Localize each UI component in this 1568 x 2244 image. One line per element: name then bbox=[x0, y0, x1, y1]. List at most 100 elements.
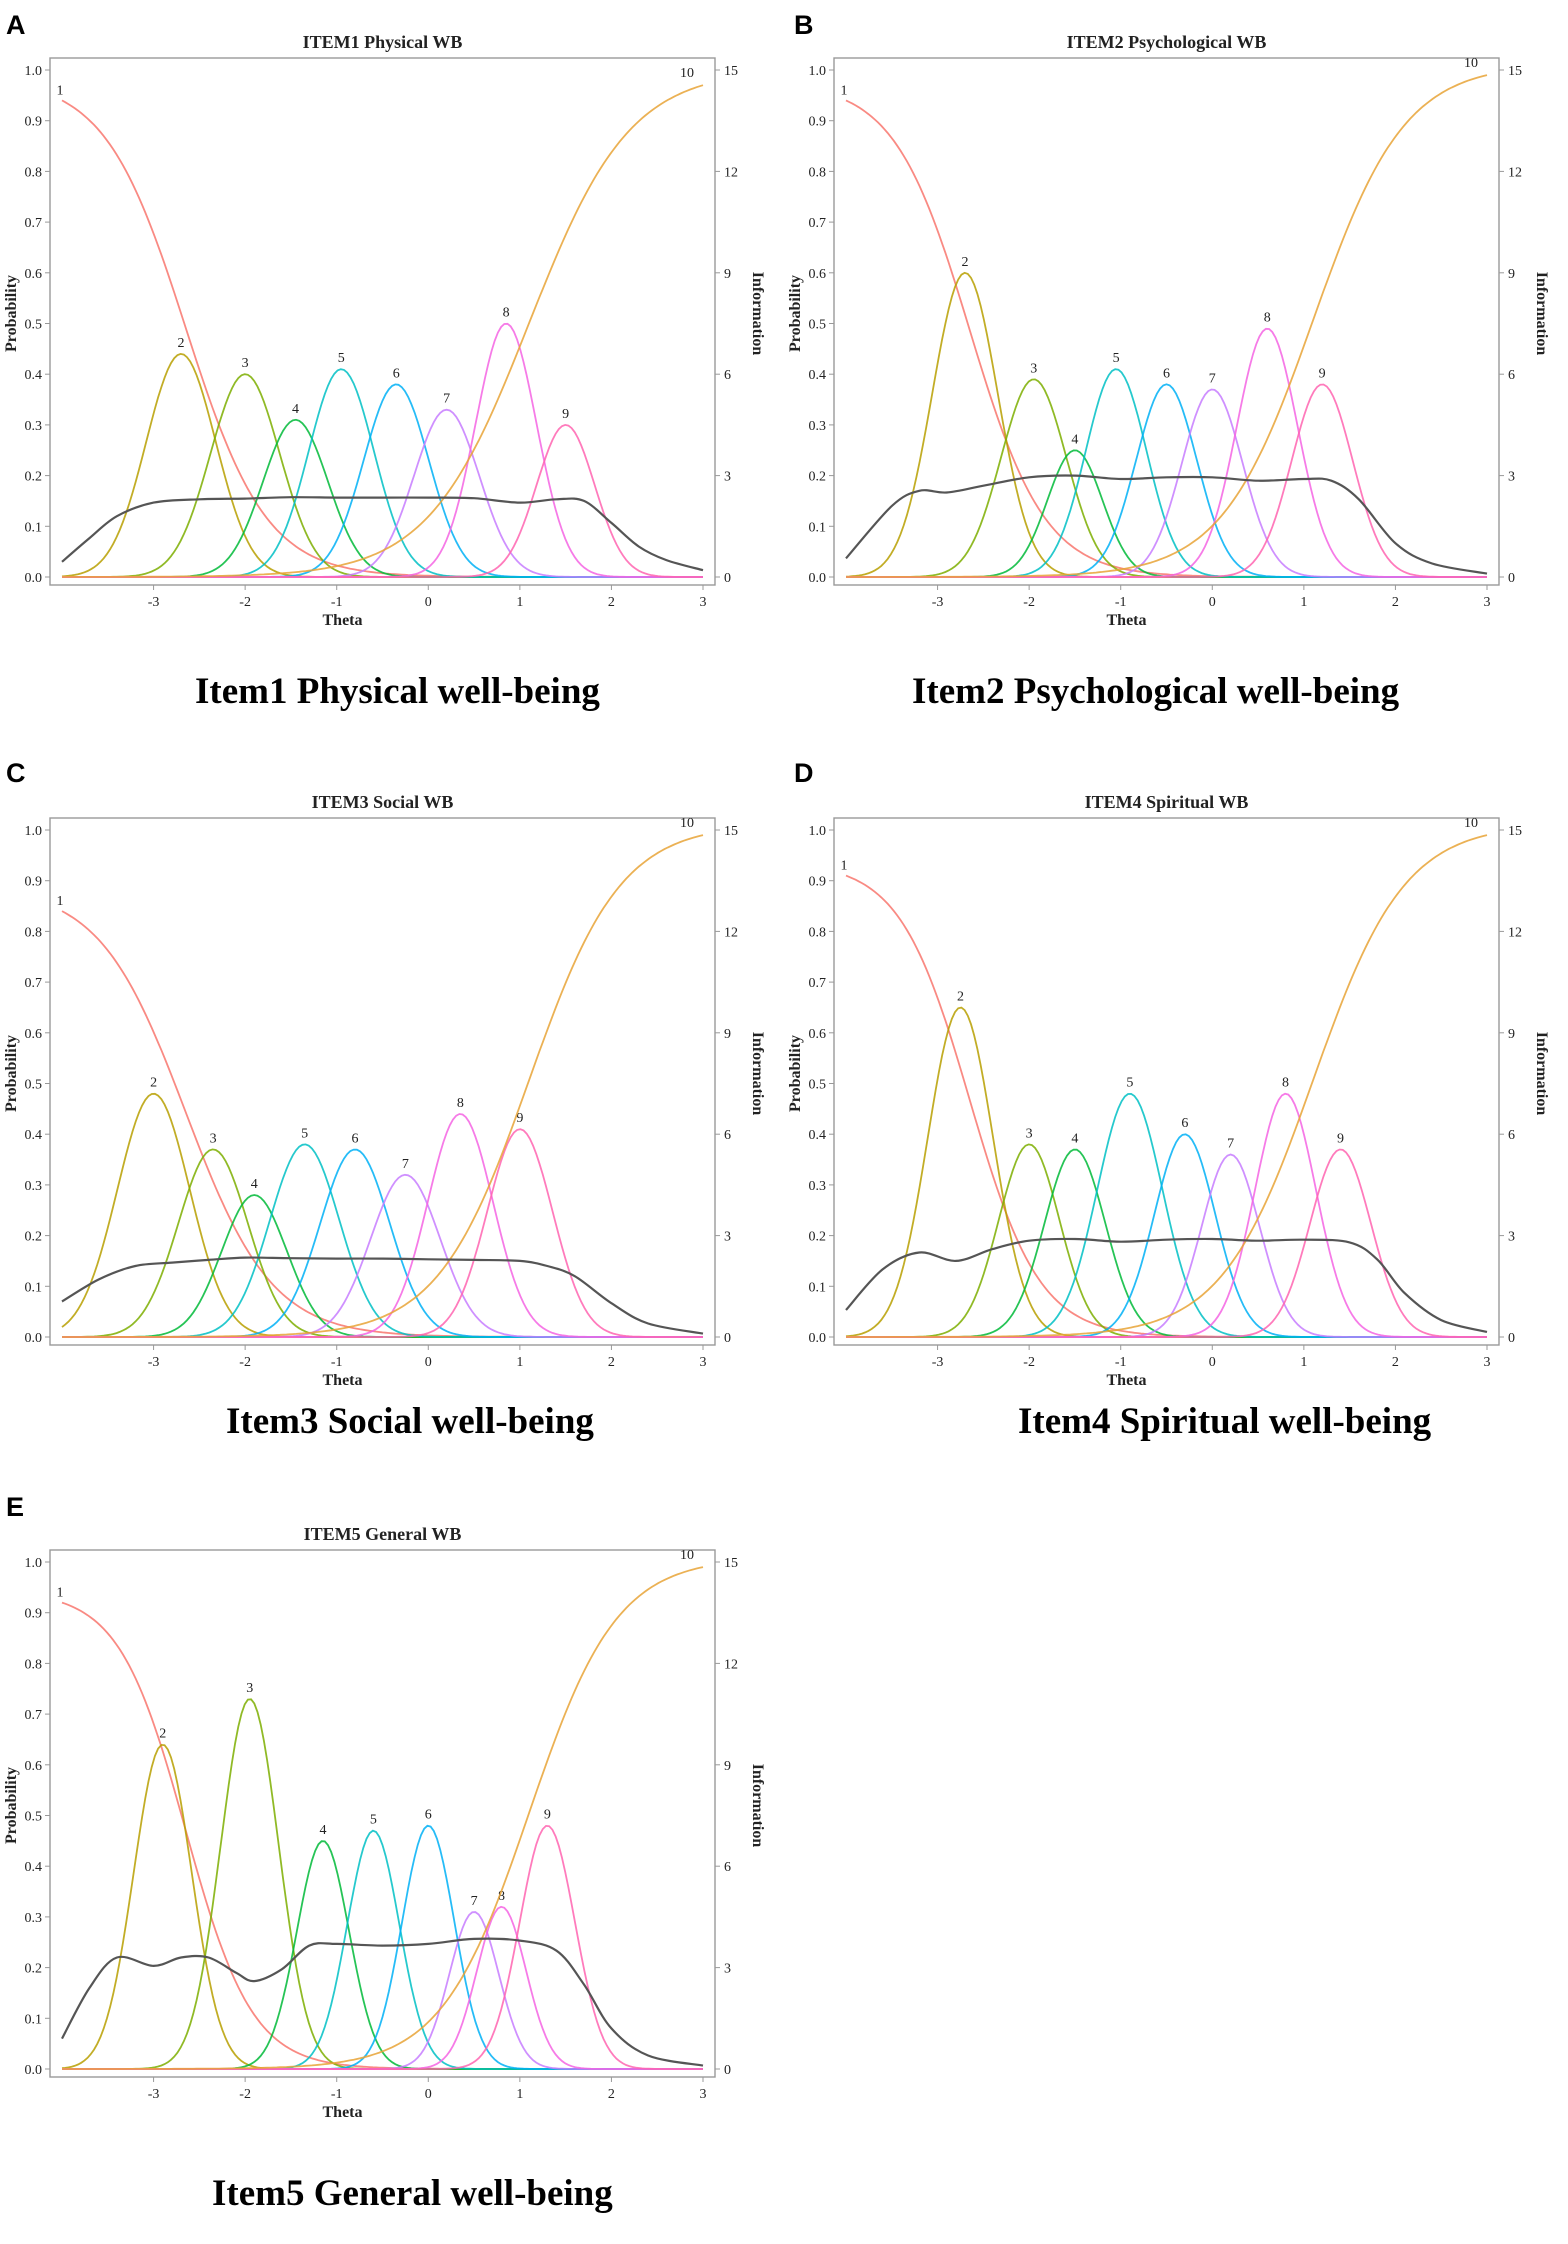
y-tick-label: 0.6 bbox=[809, 1027, 827, 1042]
x-tick-label: 2 bbox=[608, 2087, 615, 2102]
y-axis-label: Probability bbox=[3, 1035, 20, 1112]
x-tick-label: -1 bbox=[1115, 595, 1127, 610]
y2-tick-label: 3 bbox=[724, 470, 731, 485]
y-tick-label: 0.7 bbox=[809, 216, 827, 231]
x-axis-label: Theta bbox=[323, 2104, 363, 2121]
y2-tick-label: 3 bbox=[724, 1962, 731, 1977]
panel-letter: B bbox=[794, 10, 814, 40]
y-tick-label: 0.1 bbox=[25, 1280, 43, 1295]
y-tick-label: 0.4 bbox=[25, 1860, 43, 1875]
x-tick-label: -1 bbox=[331, 595, 343, 610]
panel-letter: C bbox=[6, 758, 26, 788]
category-curve-1 bbox=[61, 99, 703, 578]
curve-label-8: 8 bbox=[503, 306, 510, 321]
panel-caption: Item2 Psychological well-being bbox=[912, 671, 1400, 712]
y-tick-label: 1.0 bbox=[809, 824, 827, 839]
category-curve-2 bbox=[845, 271, 1487, 578]
panel-caption: Item4 Spiritual well-being bbox=[1018, 1401, 1432, 1442]
curve-label-10: 10 bbox=[1464, 56, 1478, 71]
y-tick-label: 0.5 bbox=[25, 1810, 43, 1825]
curve-label-2: 2 bbox=[178, 336, 185, 351]
curve-label-2: 2 bbox=[159, 1727, 166, 1742]
y2-axis-label: Information bbox=[1533, 272, 1550, 356]
y2-tick-label: 12 bbox=[1508, 925, 1522, 940]
y-tick-label: 0.3 bbox=[809, 1179, 827, 1194]
curve-label-9: 9 bbox=[1319, 366, 1326, 381]
y2-tick-label: 0 bbox=[1508, 571, 1515, 586]
x-tick-label: 0 bbox=[425, 2087, 432, 2102]
chart-item2-psychological-wb: ITEM2 Psychological WB 0.0 0.1 0.2 0.3 0.4 0.5… bbox=[787, 32, 1550, 629]
y-tick-label: 0.2 bbox=[25, 1962, 43, 1977]
y2-tick-label: 6 bbox=[1508, 368, 1515, 383]
category-curve-10 bbox=[61, 84, 704, 578]
category-curve-10 bbox=[846, 74, 1488, 578]
x-tick-label: 3 bbox=[1484, 1355, 1491, 1370]
curve-label-1: 1 bbox=[57, 1586, 64, 1601]
x-tick-label: -3 bbox=[148, 1355, 160, 1370]
category-curve-5 bbox=[846, 1092, 1487, 1338]
y-tick-label: 0.4 bbox=[25, 1128, 43, 1143]
x-tick-label: -3 bbox=[932, 595, 944, 610]
y-tick-label: 0.2 bbox=[809, 1230, 827, 1245]
y2-tick-label: 3 bbox=[1508, 470, 1515, 485]
curve-label-1: 1 bbox=[57, 894, 64, 909]
x-tick-label: -2 bbox=[1023, 1355, 1035, 1370]
y-tick-label: 0.0 bbox=[809, 1331, 827, 1346]
category-curve-10 bbox=[846, 834, 1488, 1338]
y-tick-label: 0.2 bbox=[25, 1230, 43, 1245]
y-tick-label: 0.4 bbox=[809, 368, 827, 383]
category-curve-8 bbox=[846, 1092, 1487, 1338]
information-curve bbox=[61, 496, 704, 572]
category-curve-3 bbox=[62, 373, 703, 578]
curve-label-9: 9 bbox=[516, 1111, 523, 1126]
y-tick-label: 0.0 bbox=[25, 571, 43, 586]
x-tick-label: 1 bbox=[1300, 595, 1307, 610]
x-axis-label: Theta bbox=[323, 1372, 363, 1389]
chart-item1-physical-wb: ITEM1 Physical WB 0.0 0.1 0.2 0.3 0.4 0.5 0.6 0.… bbox=[3, 32, 766, 629]
y-axis-label: Probability bbox=[3, 275, 20, 352]
chart-title: ITEM4 Spiritual WB bbox=[1085, 792, 1249, 812]
curve-label-4: 4 bbox=[292, 402, 299, 417]
chart-item5-general-wb: ITEM5 General WB 0.0 0.1 0.2 0.3 0.4 0.5 0.6 0.7… bbox=[3, 1524, 766, 2121]
y-tick-label: 0.7 bbox=[25, 216, 43, 231]
y-tick-label: 0.3 bbox=[25, 1179, 43, 1194]
curve-label-7: 7 bbox=[402, 1157, 409, 1172]
y-tick-label: 0.5 bbox=[25, 318, 43, 333]
x-axis-label: Theta bbox=[1107, 612, 1147, 629]
y2-tick-label: 0 bbox=[724, 2063, 731, 2078]
curve-label-3: 3 bbox=[242, 356, 249, 371]
plot-frame bbox=[49, 817, 716, 1346]
x-tick-label: -2 bbox=[239, 1355, 251, 1370]
category-curve-1 bbox=[61, 910, 703, 1338]
category-curve-10 bbox=[62, 834, 704, 1338]
y-tick-label: 0.4 bbox=[809, 1128, 827, 1143]
x-tick-label: 1 bbox=[516, 1355, 523, 1370]
y-tick-label: 0.4 bbox=[25, 368, 43, 383]
y2-tick-label: 12 bbox=[1508, 165, 1522, 180]
curve-label-5: 5 bbox=[1126, 1076, 1133, 1091]
curve-label-9: 9 bbox=[562, 407, 569, 422]
category-curve-4 bbox=[62, 1194, 703, 1338]
y2-tick-label: 12 bbox=[724, 925, 738, 940]
y-tick-label: 0.2 bbox=[25, 470, 43, 485]
curve-label-2: 2 bbox=[962, 255, 969, 270]
x-axis-label: Theta bbox=[1107, 1372, 1147, 1389]
curve-label-7: 7 bbox=[1209, 371, 1216, 386]
information-curve bbox=[845, 474, 1488, 575]
y-tick-label: 0.6 bbox=[25, 267, 43, 282]
curve-label-6: 6 bbox=[1181, 1116, 1188, 1131]
curve-label-5: 5 bbox=[1113, 351, 1120, 366]
chart-title: ITEM5 General WB bbox=[304, 1524, 462, 1544]
y2-tick-label: 9 bbox=[1508, 267, 1515, 282]
x-tick-label: 2 bbox=[608, 1355, 615, 1370]
x-tick-label: 0 bbox=[425, 1355, 432, 1370]
curve-label-6: 6 bbox=[393, 366, 400, 381]
x-tick-label: 0 bbox=[1209, 1355, 1216, 1370]
category-curve-9 bbox=[62, 1824, 703, 2070]
curve-label-10: 10 bbox=[680, 66, 694, 81]
y-tick-label: 0.5 bbox=[25, 1078, 43, 1093]
curve-label-10: 10 bbox=[1464, 816, 1478, 831]
y-tick-label: 0.7 bbox=[809, 976, 827, 991]
curve-label-2: 2 bbox=[150, 1076, 157, 1091]
curve-label-5: 5 bbox=[301, 1126, 308, 1141]
